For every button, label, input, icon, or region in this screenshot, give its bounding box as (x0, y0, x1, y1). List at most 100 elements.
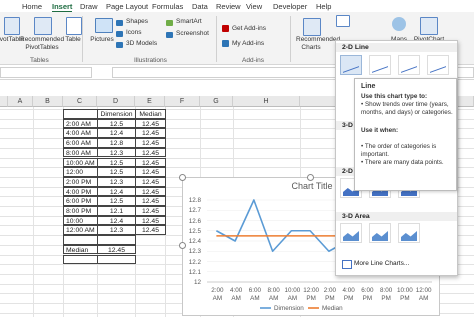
cell[interactable]: 6:00 PM (63, 196, 98, 206)
column-header[interactable]: F (165, 96, 200, 107)
cell[interactable]: 12.45 (135, 138, 166, 148)
ribbon-button[interactable]: 3D Models (126, 40, 158, 47)
cell[interactable]: 12.3 (97, 225, 136, 236)
get-add-ins-icon (222, 25, 229, 32)
cell[interactable]: Median (63, 244, 98, 255)
cell[interactable]: 4:00 AM (63, 128, 98, 139)
ribbon-button[interactable]: Get Add-ins (232, 25, 266, 32)
cell[interactable]: 12.5 (97, 118, 136, 129)
chart-type-option[interactable] (398, 223, 420, 243)
cell[interactable] (97, 235, 136, 245)
ribbon-button[interactable]: SmartArt (176, 18, 202, 25)
cell[interactable]: 8:00 PM (63, 206, 98, 216)
ribbon-button[interactable]: Maps (388, 36, 410, 44)
ribbon-tab[interactable]: Draw (80, 2, 98, 11)
cell[interactable]: 12.45 (135, 118, 166, 129)
chart-type-option[interactable] (369, 223, 391, 243)
cell[interactable] (63, 235, 98, 245)
cell[interactable]: 12.45 (135, 225, 166, 236)
cell[interactable]: 6:00 AM (63, 138, 98, 148)
resize-handle[interactable] (179, 174, 186, 181)
ribbon-button[interactable]: Icons (126, 29, 142, 36)
chart-type-option[interactable] (369, 55, 391, 75)
chart-type-option[interactable] (340, 55, 362, 75)
ribbon-tab[interactable]: Page Layout (106, 2, 149, 11)
cell[interactable]: 12.5 (97, 196, 136, 206)
ribbon-button[interactable]: PivotChart (412, 36, 446, 44)
ribbon-tab[interactable]: Data (192, 2, 208, 11)
ribbon-tab[interactable]: Insert (52, 2, 73, 12)
pictures-icon (95, 18, 113, 33)
cell[interactable]: 4:00 PM (63, 186, 98, 197)
legend-label[interactable]: Dimension (274, 305, 304, 312)
cell[interactable]: 10:00 PM (63, 215, 98, 226)
ribbon-tab[interactable]: View (246, 2, 263, 11)
cell[interactable]: 12.3 (97, 176, 136, 187)
resize-handle[interactable] (179, 242, 186, 249)
ribbon-button[interactable]: Screenshot (176, 30, 209, 37)
ribbon-button[interactable]: My Add-ins (232, 40, 265, 47)
cell[interactable] (63, 254, 98, 265)
cell[interactable]: 10:00 AM (63, 157, 98, 168)
tooltip-line: • The order of categories is important. (361, 143, 437, 158)
cell[interactable]: 12:00 AM (63, 225, 98, 236)
cell[interactable]: 12.4 (97, 215, 136, 226)
cell[interactable]: 12.45 (135, 196, 166, 206)
ribbon-tab[interactable]: Developer (273, 2, 308, 11)
cell[interactable] (97, 254, 136, 265)
x-tick-label: 6:00 PM (361, 287, 374, 302)
cell[interactable]: 12.5 (97, 167, 136, 177)
cell[interactable]: 12.45 (135, 206, 166, 216)
row-gridline (0, 118, 474, 120)
ribbon-button[interactable]: Recommended PivotTables (20, 36, 65, 51)
ribbon-button[interactable]: PivotTable (0, 36, 24, 43)
cell[interactable]: 12.45 (135, 147, 166, 158)
cell[interactable]: 12.45 (97, 244, 136, 255)
cell[interactable]: 12.4 (97, 186, 136, 197)
column-header[interactable]: H (233, 96, 300, 107)
chart-type-option[interactable] (340, 223, 362, 243)
ribbon-button[interactable]: Table (65, 36, 81, 43)
cell[interactable]: 12.45 (135, 167, 166, 177)
cell[interactable]: 2:00 AM (63, 118, 98, 129)
cell[interactable]: 12.5 (97, 157, 136, 168)
column-header[interactable]: C (63, 96, 97, 107)
column-header[interactable]: D (97, 96, 135, 107)
cell[interactable]: 12.3 (97, 147, 136, 158)
cell[interactable]: 12:00 PM (63, 167, 98, 177)
cell[interactable]: 12.4 (97, 128, 136, 139)
cell[interactable]: 2:00 PM (63, 176, 98, 187)
cell[interactable]: Median (135, 109, 166, 119)
column-header[interactable]: B (33, 96, 63, 107)
cell[interactable]: Dimension (97, 109, 136, 119)
column-header[interactable]: E (135, 96, 165, 107)
ribbon-button[interactable]: Recommended Charts (296, 36, 341, 51)
ribbon-tab[interactable]: Home (22, 2, 43, 11)
resize-handle[interactable] (307, 174, 314, 181)
cell[interactable] (63, 109, 98, 119)
cell[interactable]: 12.8 (97, 138, 136, 148)
select-all-corner[interactable] (0, 96, 8, 107)
legend-label[interactable]: Median (322, 305, 343, 312)
cell[interactable]: 12.45 (135, 128, 166, 139)
ribbon-tab[interactable]: Formulas (152, 2, 184, 11)
pivotchart-icon (420, 17, 438, 35)
column-header[interactable]: G (200, 96, 233, 107)
column-header[interactable]: A (8, 96, 33, 107)
cell[interactable]: 12.45 (135, 186, 166, 197)
ribbon-button[interactable]: Pictures (90, 36, 114, 43)
chart-type-option[interactable] (398, 55, 420, 75)
chart-type-option[interactable] (427, 55, 449, 75)
ribbon-button[interactable]: Shapes (126, 18, 149, 25)
cell[interactable]: 12.1 (97, 206, 136, 216)
cell[interactable]: 12.45 (135, 157, 166, 168)
y-tick-label: 12.1 (188, 268, 201, 276)
ribbon-tab[interactable]: Review (216, 2, 241, 11)
ribbon-tab[interactable]: Help (316, 2, 332, 11)
cell[interactable]: 12.45 (135, 215, 166, 226)
more-charts-link[interactable]: More Line Charts... (354, 260, 410, 267)
cell[interactable]: 8:00 AM (63, 147, 98, 158)
cell[interactable]: 12.45 (135, 176, 166, 187)
name-box[interactable] (0, 67, 92, 78)
